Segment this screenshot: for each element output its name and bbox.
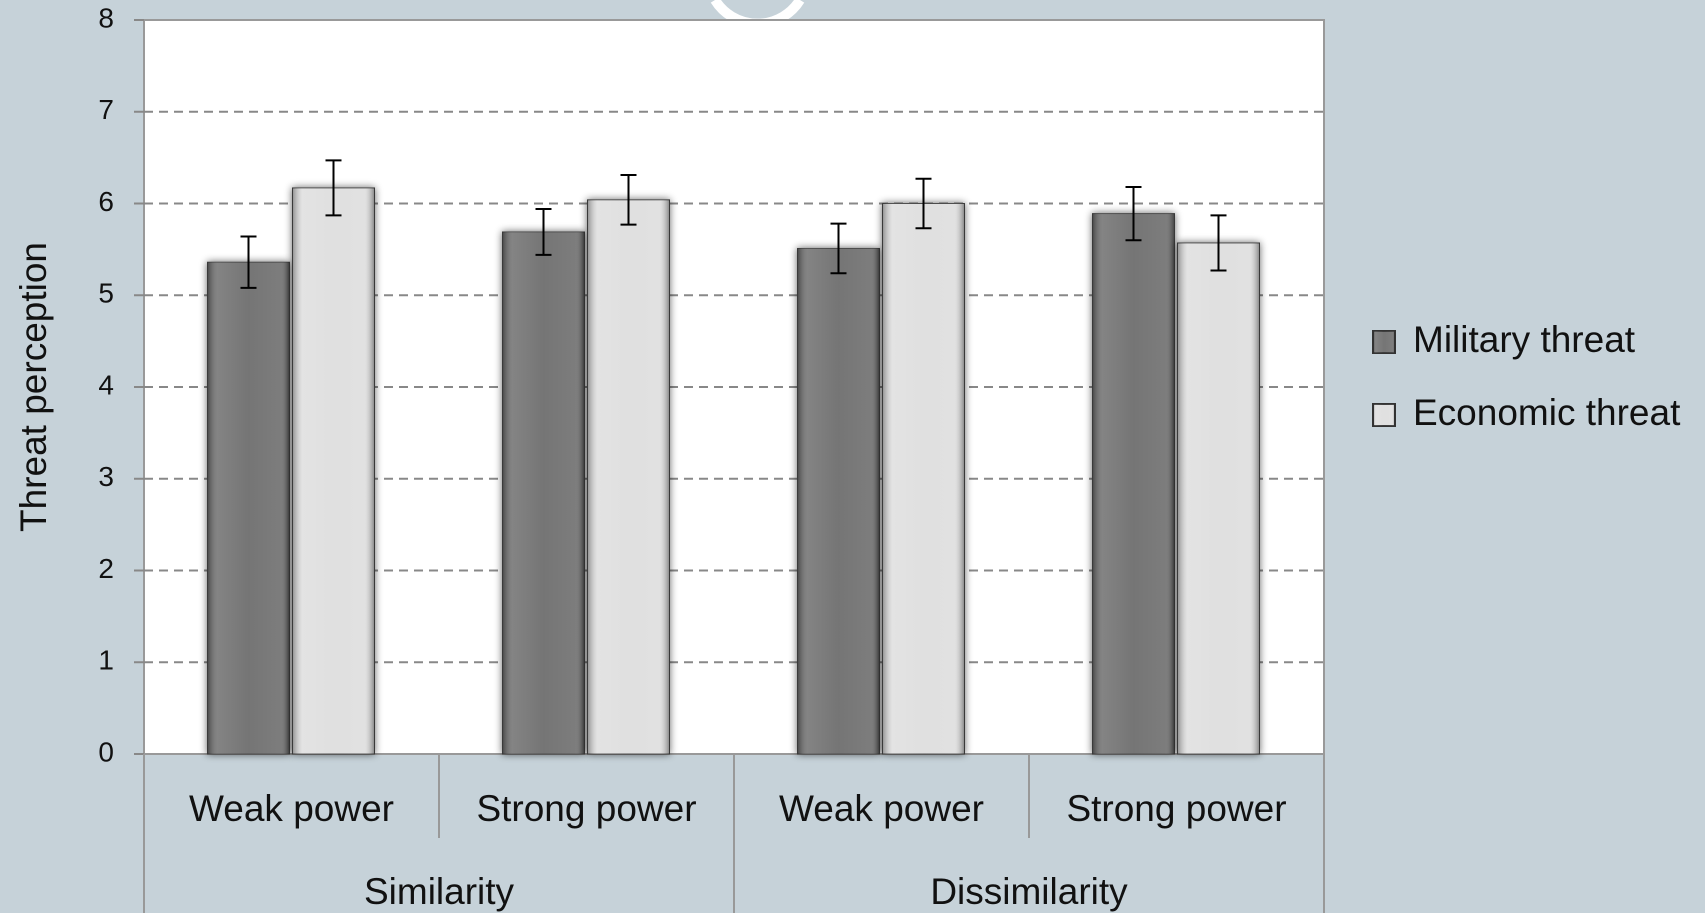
bar-shading: [797, 248, 880, 754]
error-bar: [1210, 214, 1227, 272]
error-bar: [240, 235, 257, 289]
legend-label: Military threat: [1413, 319, 1636, 360]
group-label: Dissimilarity: [930, 871, 1128, 912]
bar-shading: [1177, 242, 1260, 754]
y-tick-label: 7: [98, 94, 114, 125]
y-axis-label: Threat perception: [13, 242, 54, 532]
y-tick-label: 5: [98, 278, 114, 309]
x-tick-label: Weak power: [779, 788, 984, 829]
bar-shading: [502, 231, 585, 754]
bar-shading: [207, 262, 290, 754]
bar-shading: [882, 203, 965, 754]
legend-label: Economic threat: [1413, 392, 1681, 433]
bar-shading: [292, 187, 375, 755]
y-tick-label: 0: [98, 736, 114, 767]
y-tick-label: 1: [98, 645, 114, 676]
error-bar: [620, 174, 637, 226]
bar-shading: [587, 199, 670, 754]
y-tick-label: 2: [98, 553, 114, 584]
legend-swatch-shading: [1373, 404, 1395, 426]
error-bar: [915, 177, 932, 230]
error-bar: [535, 208, 552, 256]
legend-swatch-shading: [1373, 331, 1395, 353]
y-tick-label: 6: [98, 186, 114, 217]
group-label: Similarity: [364, 871, 515, 912]
x-tick-label: Strong power: [1066, 788, 1286, 829]
x-tick-label: Strong power: [476, 788, 696, 829]
error-bar: [830, 222, 847, 275]
x-tick-label: Weak power: [189, 788, 394, 829]
error-bar: [1125, 185, 1142, 242]
bar-shading: [1092, 213, 1175, 754]
error-bar: [325, 159, 342, 217]
y-tick-label: 4: [98, 369, 114, 400]
y-tick-label: 3: [98, 461, 114, 492]
y-tick-label: 8: [98, 2, 114, 33]
